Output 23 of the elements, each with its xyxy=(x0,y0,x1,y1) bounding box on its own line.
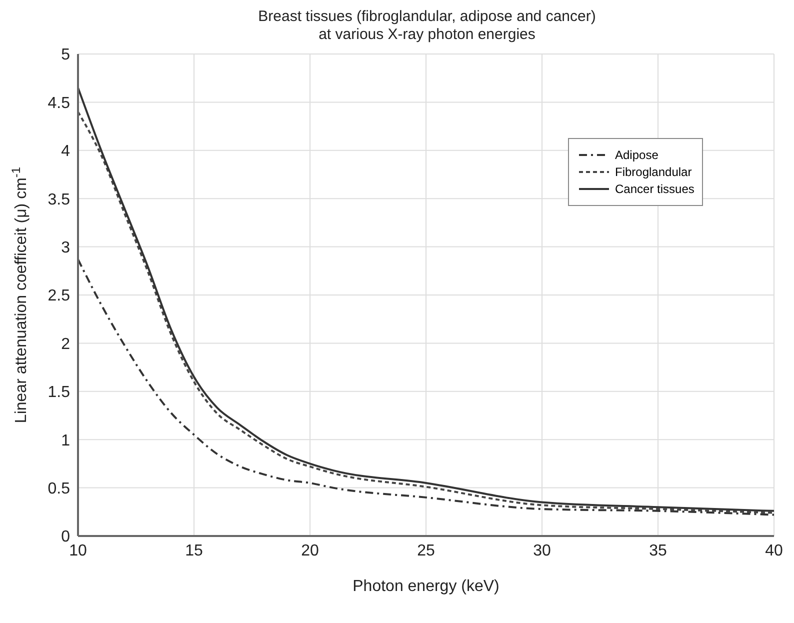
y-tick-label: 1 xyxy=(61,432,70,450)
x-axis-title: Photon energy (keV) xyxy=(352,578,500,595)
x-tick-label: 35 xyxy=(649,542,667,560)
legend-label: Cancer tissues xyxy=(615,182,694,196)
x-tick-label: 10 xyxy=(69,542,87,560)
y-tick-label: 4.5 xyxy=(48,94,70,112)
y-tick-label: 2.5 xyxy=(48,288,70,305)
x-tick-label: 25 xyxy=(417,542,435,560)
x-tick-label: 40 xyxy=(765,542,783,560)
y-tick-label: 4 xyxy=(61,143,70,160)
y-tick-label: 0.5 xyxy=(48,480,70,498)
legend-label: Fibroglandular xyxy=(615,165,692,179)
legend-label: Adipose xyxy=(615,148,658,162)
y-tick-label: 1.5 xyxy=(48,384,70,402)
y-tick-label: 2 xyxy=(61,336,70,353)
y-tick-label: 0 xyxy=(61,528,70,546)
chart-title: Breast tissues (fibroglandular, adipose and cancer) at various X-ray photon energies xyxy=(257,8,597,44)
x-tick-label: 30 xyxy=(533,542,551,560)
y-tick-label: 3 xyxy=(61,239,70,256)
y-tick-label: 3.5 xyxy=(48,191,70,208)
y-tick-label: 5 xyxy=(61,46,70,64)
x-tick-label: 15 xyxy=(185,542,203,560)
x-tick-label: 20 xyxy=(301,542,319,560)
